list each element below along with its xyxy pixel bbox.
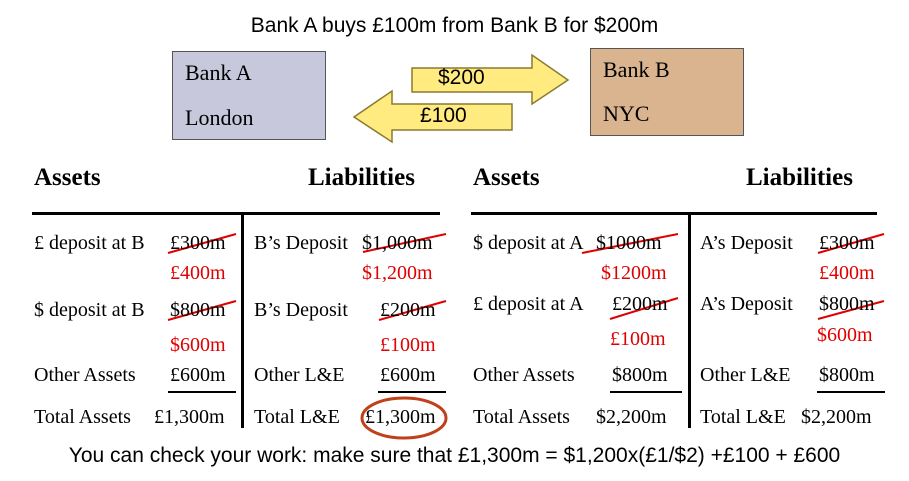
bank-a-liability-value: £600m (380, 364, 436, 386)
bank-a-asset-new: £400m (170, 262, 226, 284)
bank-a-liability-old: $1,000m (362, 232, 433, 254)
bank-b-asset-new: £100m (610, 328, 666, 350)
arrow-left-label: £100 (420, 104, 467, 127)
bank-b-liability-label: Other L&E (700, 364, 791, 386)
bank-a-liability-label: B’s Deposit (254, 299, 348, 321)
strike-line (378, 300, 447, 321)
bank-b-total-liabilities-value: $2,200m (801, 406, 872, 428)
arrow-right-label: $200 (438, 66, 485, 89)
highlight-circle (360, 396, 448, 440)
bank-a-assets-header: Assets (34, 164, 101, 191)
bank-a-city: London (185, 105, 254, 130)
bank-b-asset-old: £200m (612, 293, 668, 315)
strike-line (167, 233, 237, 254)
bank-a-liability-label: Other L&E (254, 364, 345, 386)
bank-b-liability-new: £400m (819, 262, 875, 284)
strike-line (362, 233, 447, 253)
bank-b-asset-new: $1200m (601, 262, 667, 284)
bank-a-liabilities-subtotal-line (378, 391, 446, 393)
strike-line (817, 300, 885, 320)
bank-a-t-top (32, 212, 440, 215)
strike-line (609, 297, 679, 320)
bank-a-asset-new: $600m (170, 334, 226, 356)
bank-a-total-assets-label: Total Assets (34, 406, 131, 428)
arrow-right-shape (411, 53, 570, 106)
bank-b-liability-label: A’s Deposit (700, 232, 793, 254)
bank-b-liability-old: $800m (819, 293, 875, 315)
bank-a-liability-label: B’s Deposit (254, 232, 348, 254)
bank-b-total-liabilities-label: Total L&E (700, 406, 786, 428)
bank-a-asset-label: $ deposit at B (34, 299, 145, 321)
bank-b-liability-new: $600m (817, 324, 873, 346)
bank-b-liability-label: A’s Deposit (700, 293, 793, 315)
strike-line (817, 233, 885, 254)
bank-a-assets-subtotal-line (168, 391, 236, 393)
bank-b-name: Bank B (603, 57, 670, 82)
bank-a-asset-old: $800m (170, 299, 226, 321)
bank-b-asset-label: $ deposit at A (473, 232, 584, 254)
bank-a-liability-new: £100m (380, 334, 436, 356)
bank-a-box: Bank A London (172, 51, 326, 140)
strike-line (581, 233, 679, 254)
bank-b-city: NYC (603, 101, 650, 126)
bank-a-total-assets-value: £1,300m (154, 406, 225, 428)
bank-a-asset-old: £300m (170, 232, 226, 254)
bank-b-liability-value: $800m (819, 364, 875, 386)
arrow-left-shape (352, 89, 513, 144)
bank-a-liabilities-header: Liabilities (308, 164, 415, 191)
bank-b-total-assets-label: Total Assets (473, 406, 570, 428)
bank-a-t-divider (241, 212, 244, 428)
diagram-title: Bank A buys £100m from Bank B for $200m (250, 14, 659, 37)
bank-b-asset-old: $1000m (596, 232, 662, 254)
bank-b-asset-value: $800m (612, 364, 668, 386)
bank-b-asset-label: Other Assets (473, 364, 575, 386)
bank-a-asset-label: Other Assets (34, 364, 136, 386)
bank-b-t-divider (688, 212, 691, 428)
footer-note: You can check your work: make sure that … (68, 444, 841, 467)
bank-b-assets-subtotal-line (610, 391, 682, 393)
bank-a-name: Bank A (185, 60, 252, 85)
strike-line (167, 300, 237, 321)
bank-a-total-liabilities-value: £1,300m (365, 406, 436, 428)
bank-b-box: Bank B NYC (590, 48, 744, 136)
bank-b-liabilities-subtotal-line (817, 391, 885, 393)
bank-b-t-top (471, 212, 877, 215)
bank-b-asset-label: £ deposit at A (473, 293, 584, 315)
bank-a-asset-value: £600m (170, 364, 226, 386)
bank-a-asset-label: £ deposit at B (34, 232, 145, 254)
bank-a-liability-new: $1,200m (362, 262, 433, 284)
bank-b-liabilities-header: Liabilities (746, 164, 853, 191)
bank-b-liability-old: £300m (819, 232, 875, 254)
bank-b-assets-header: Assets (473, 164, 540, 191)
bank-b-total-assets-value: $2,200m (596, 406, 667, 428)
bank-a-liability-old: £200m (380, 299, 436, 321)
bank-a-total-liabilities-label: Total L&E (254, 406, 340, 428)
